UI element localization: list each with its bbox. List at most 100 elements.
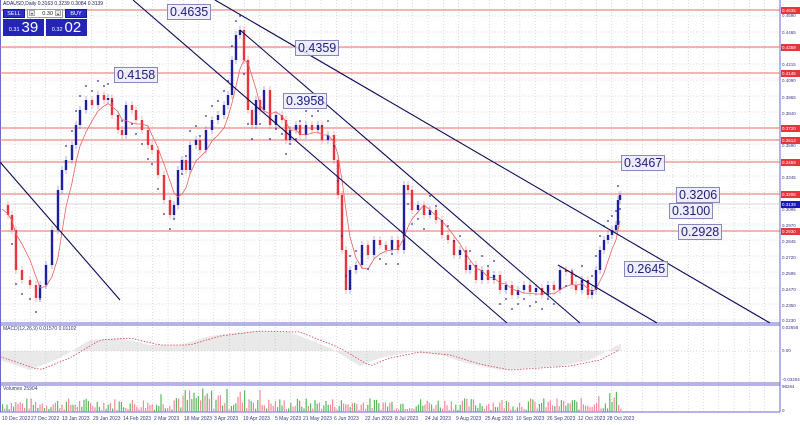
volume-bar bbox=[349, 407, 351, 412]
parabolic-sar-dot bbox=[131, 123, 133, 125]
volume-bar bbox=[477, 407, 479, 412]
parabolic-sar-dot bbox=[595, 255, 597, 257]
candle-body bbox=[150, 145, 154, 150]
volume-bar bbox=[406, 409, 408, 412]
volume-bar bbox=[72, 404, 74, 412]
candle-body bbox=[516, 290, 520, 295]
parabolic-sar-dot bbox=[65, 145, 67, 147]
candle-body bbox=[238, 30, 242, 35]
parabolic-sar-dot bbox=[587, 280, 589, 282]
volume-bar bbox=[488, 403, 490, 412]
candle-body bbox=[274, 115, 278, 125]
candle-body bbox=[452, 240, 456, 255]
volume-bar bbox=[316, 403, 318, 412]
candle-body bbox=[378, 240, 382, 245]
macd-signal-line bbox=[0, 330, 619, 371]
volume-axis-tick: 0 bbox=[782, 408, 785, 413]
parabolic-sar-dot bbox=[505, 298, 507, 300]
lot-decrease-icon[interactable]: ▾ bbox=[29, 10, 35, 16]
candle-body bbox=[590, 290, 594, 295]
parabolic-sar-dot bbox=[355, 250, 357, 252]
volume-bar bbox=[417, 404, 419, 412]
parabolic-sar-dot bbox=[565, 285, 567, 287]
parabolic-sar-dot bbox=[475, 265, 477, 267]
parabolic-sar-dot bbox=[195, 125, 197, 127]
lot-size-input[interactable]: 0.30 bbox=[27, 9, 63, 18]
parabolic-sar-dot bbox=[251, 138, 253, 140]
volume-bar bbox=[230, 405, 232, 412]
parabolic-sar-dot bbox=[111, 100, 113, 102]
candle-body bbox=[184, 160, 188, 170]
sell-price-button[interactable]: 0.31 39 bbox=[3, 19, 44, 36]
candle-body bbox=[60, 170, 64, 190]
level-price-label: 0.2645 bbox=[624, 261, 669, 277]
volume-bar bbox=[347, 404, 349, 412]
candle-body bbox=[602, 240, 606, 250]
candle-body bbox=[146, 130, 150, 145]
level-price-label: 0.4158 bbox=[114, 67, 159, 83]
volume-bar bbox=[233, 404, 235, 412]
volume-bar bbox=[380, 409, 382, 412]
sell-button[interactable]: SELL bbox=[3, 9, 25, 18]
lot-increase-icon[interactable]: ▴ bbox=[55, 10, 61, 16]
candle-body bbox=[402, 185, 406, 250]
candle-body bbox=[564, 270, 568, 272]
candle-body bbox=[344, 250, 348, 290]
parabolic-sar-dot bbox=[29, 298, 31, 300]
candle-body bbox=[246, 60, 250, 110]
parabolic-sar-dot bbox=[117, 115, 119, 117]
volume-bar bbox=[475, 405, 477, 412]
parabolic-sar-dot bbox=[255, 113, 257, 115]
price-axis-tick: 0.3095 bbox=[782, 207, 796, 212]
volume-bar bbox=[461, 400, 463, 412]
volume-bar bbox=[303, 408, 305, 412]
parabolic-sar-dot bbox=[499, 303, 501, 305]
parabolic-sar-dot bbox=[385, 263, 387, 265]
volume-bar bbox=[211, 390, 213, 412]
candle-body bbox=[320, 125, 324, 140]
parabolic-sar-dot bbox=[163, 213, 165, 215]
volume-bar bbox=[167, 408, 169, 412]
volume-bar bbox=[613, 397, 615, 412]
volume-bar bbox=[263, 405, 265, 412]
buy-button[interactable]: BUY bbox=[65, 9, 87, 18]
parabolic-sar-dot bbox=[407, 203, 409, 205]
volume-bar bbox=[204, 395, 206, 412]
parabolic-sar-dot bbox=[417, 218, 419, 220]
volume-bar bbox=[292, 406, 294, 412]
volume-bar bbox=[13, 406, 15, 412]
date-axis-tick: 10 Sep 2023 bbox=[516, 416, 545, 422]
candle-body bbox=[56, 190, 60, 230]
volume-bar bbox=[448, 409, 450, 412]
candle-body bbox=[10, 215, 14, 230]
volume-bar bbox=[508, 402, 510, 412]
date-axis-tick: 14 Feb 2023 bbox=[123, 416, 152, 422]
volume-bar bbox=[395, 408, 397, 412]
volume-bar bbox=[545, 407, 547, 412]
parabolic-sar-dot bbox=[345, 275, 347, 277]
volume-bar bbox=[237, 396, 239, 412]
volume-bar bbox=[259, 390, 261, 412]
buy-price-button[interactable]: 0.32 02 bbox=[46, 19, 87, 36]
volume-bar bbox=[431, 404, 433, 412]
volume-bar bbox=[576, 401, 578, 412]
volume-bar bbox=[492, 402, 494, 412]
candle-body bbox=[250, 110, 254, 125]
parabolic-sar-dot bbox=[217, 100, 219, 102]
candle-body bbox=[422, 205, 426, 215]
parabolic-sar-dot bbox=[611, 215, 613, 217]
candle-body bbox=[390, 240, 394, 250]
volume-bar bbox=[50, 407, 52, 412]
volume-bar bbox=[413, 408, 415, 412]
volume-bar bbox=[494, 407, 496, 412]
volume-bar bbox=[107, 404, 109, 412]
candle-body bbox=[468, 265, 472, 270]
parabolic-sar-dot bbox=[481, 255, 483, 257]
symbol-title: ADAUSD,Daily 0.3163 0.3239 0.3084 0.3139 bbox=[3, 1, 104, 7]
parabolic-sar-dot bbox=[85, 85, 87, 87]
volume-bar bbox=[503, 408, 505, 412]
volume-bar bbox=[512, 406, 514, 412]
volume-bar bbox=[246, 408, 248, 412]
